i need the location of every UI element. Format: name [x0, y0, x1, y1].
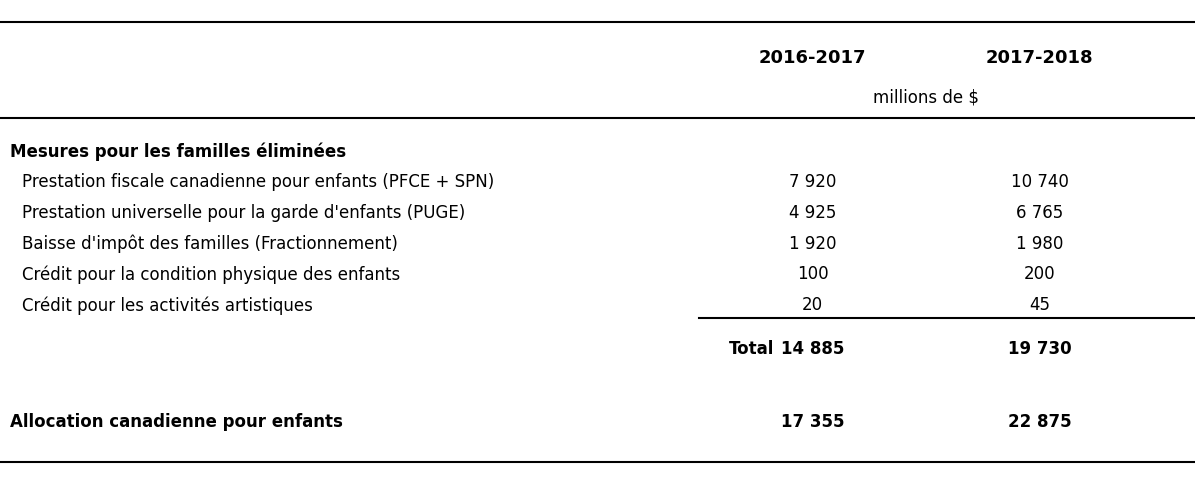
Text: 45: 45 [1029, 296, 1050, 314]
Text: 100: 100 [797, 265, 828, 283]
Text: 22 875: 22 875 [1007, 413, 1072, 432]
Text: 2017-2018: 2017-2018 [986, 49, 1093, 67]
Text: Prestation fiscale canadienne pour enfants (PFCE + SPN): Prestation fiscale canadienne pour enfan… [22, 173, 494, 191]
Text: Baisse d'impôt des familles (Fractionnement): Baisse d'impôt des familles (Fractionnem… [22, 235, 398, 253]
Text: 4 925: 4 925 [789, 204, 836, 222]
Text: Mesures pour les familles éliminées: Mesures pour les familles éliminées [10, 142, 345, 161]
Text: Crédit pour la condition physique des enfants: Crédit pour la condition physique des en… [22, 265, 400, 284]
Text: millions de $: millions de $ [874, 88, 979, 107]
Text: 1 980: 1 980 [1016, 235, 1064, 253]
Text: 2016-2017: 2016-2017 [759, 49, 866, 67]
Text: 6 765: 6 765 [1016, 204, 1064, 222]
Text: Crédit pour les activités artistiques: Crédit pour les activités artistiques [22, 296, 312, 315]
Text: 7 920: 7 920 [789, 173, 836, 191]
Text: Total: Total [729, 340, 774, 358]
Text: 20: 20 [802, 296, 823, 314]
Text: 19 730: 19 730 [1007, 340, 1072, 358]
Text: 17 355: 17 355 [780, 413, 845, 432]
Text: Allocation canadienne pour enfants: Allocation canadienne pour enfants [10, 413, 343, 432]
Text: 10 740: 10 740 [1011, 173, 1068, 191]
Text: Prestation universelle pour la garde d'enfants (PUGE): Prestation universelle pour la garde d'e… [22, 204, 465, 222]
Text: 200: 200 [1024, 265, 1055, 283]
Text: 14 885: 14 885 [780, 340, 845, 358]
Text: 1 920: 1 920 [789, 235, 836, 253]
